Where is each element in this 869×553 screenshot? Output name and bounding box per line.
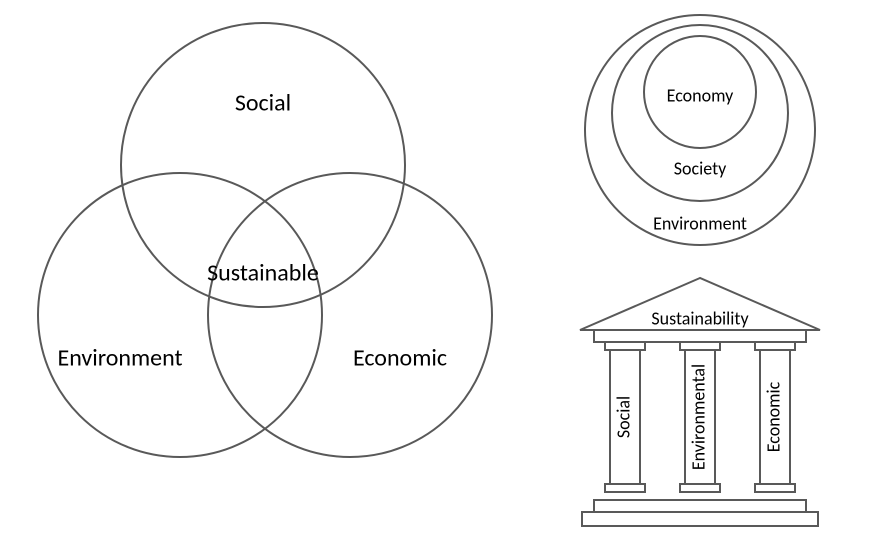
venn-circle [38,173,322,457]
venn-center-label: Sustainable [207,259,319,288]
nested-ring [585,15,815,245]
pillar-label: Social [612,396,634,438]
pillar-base [605,484,645,492]
venn-label: Social [235,89,291,118]
temple-architrave [594,330,806,342]
pillar-label: Environmental [687,364,709,470]
pillar-capital [605,342,645,350]
venn-label: Economic [353,344,447,373]
temple-base [594,500,806,512]
pillar-base [755,484,795,492]
temple-roof-label: Sustainability [651,307,749,329]
nested-label: Economy [667,84,734,106]
nested-circles-diagram [585,15,815,245]
nested-label: Environment [653,212,747,234]
pillar-capital [680,342,720,350]
venn-circle [208,173,492,457]
pillar-capital [755,342,795,350]
pillar-base [680,484,720,492]
pillar-label: Economic [762,381,784,452]
nested-label: Society [674,157,727,179]
temple-base [582,512,818,526]
venn-label: Environment [57,344,182,373]
